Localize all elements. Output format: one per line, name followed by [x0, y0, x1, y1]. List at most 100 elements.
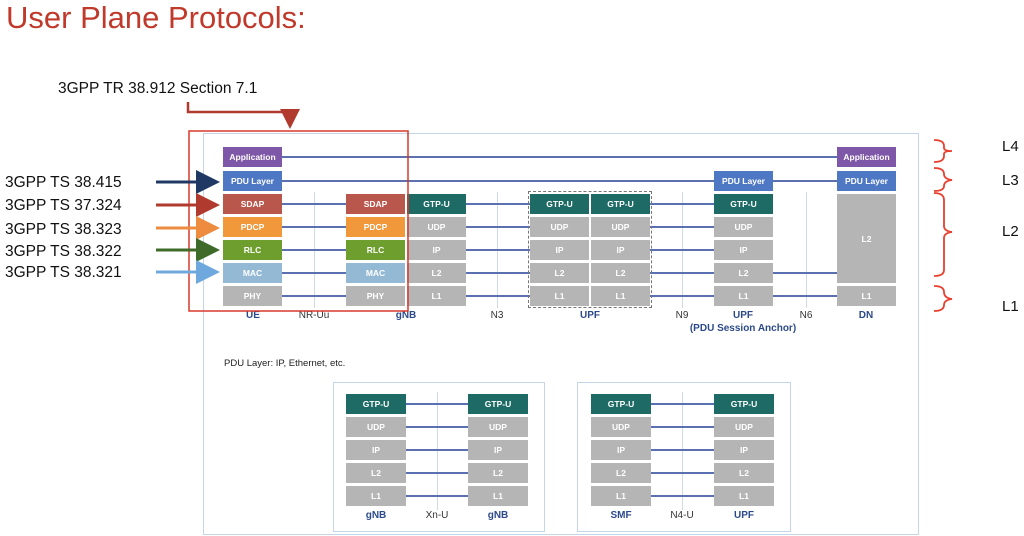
ue-phy-layer: PHY — [223, 286, 282, 306]
xn-peer-line-gtpu — [406, 403, 468, 405]
ue-sdap-layer: SDAP — [223, 194, 282, 214]
upf-udp-layer: UDP — [714, 217, 773, 237]
peer-line-n9-udp — [650, 226, 714, 228]
upf-b-l2-layer: L2 — [591, 263, 650, 283]
guide-n6 — [806, 192, 807, 308]
peer-line-n6-l2 — [773, 272, 837, 274]
xn-peer-line-l1 — [406, 495, 468, 497]
n4-interface-label: N4-U — [670, 510, 694, 521]
xn-right-udp-layer: UDP — [468, 417, 528, 437]
bracket-l2 — [933, 192, 953, 277]
upf-b-ip-layer: IP — [591, 240, 650, 260]
n4-left-l1-layer: L1 — [591, 486, 651, 506]
bracket-l4 — [933, 139, 953, 163]
spec-ref-pdcp-2: 3GPP TS 38.323 — [5, 221, 122, 238]
interface-n6: N6 — [799, 310, 813, 321]
upf-a-l2-layer: L2 — [530, 263, 589, 283]
upf-a-gtpu-layer: GTP-U — [530, 194, 589, 214]
page-title: User Plane Protocols: — [6, 0, 306, 35]
gnb-phy-layer: PHY — [346, 286, 405, 306]
node-label-upf: UPF — [580, 310, 600, 321]
xn-right-gtpu-layer: GTP-U — [468, 394, 528, 414]
n4-peer-line-l1 — [651, 495, 714, 497]
gnb-pdcp-layer: PDCP — [346, 217, 405, 237]
interface-nr-uu: NR-Uu — [298, 310, 330, 321]
n4-left-gtpu-layer: GTP-U — [591, 394, 651, 414]
guide-xn-u — [437, 392, 438, 510]
tr-reference-arrow — [186, 102, 300, 129]
guide-n4-u — [682, 392, 683, 510]
dn-l2-layer: L2 — [837, 194, 896, 283]
spec-ref-mac: 3GPP TS 38.321 — [5, 264, 122, 281]
n4-left-l2-layer: L2 — [591, 463, 651, 483]
n4-peer-line-udp — [651, 426, 714, 428]
interface-n9: N9 — [675, 310, 689, 321]
xn-left-ip-layer: IP — [346, 440, 406, 460]
level-l2: L2 — [1002, 223, 1019, 240]
xn-left-gtpu-layer: GTP-U — [346, 394, 406, 414]
ue-pdcp-layer: PDCP — [223, 217, 282, 237]
n4-peer-line-l2 — [651, 472, 714, 474]
peer-line-phy — [282, 295, 346, 297]
node-label-dn: DN — [858, 310, 874, 321]
xn-right-l2-layer: L2 — [468, 463, 528, 483]
upf-gtpu-layer: GTP-U — [714, 194, 773, 214]
xn-left-l1-layer: L1 — [346, 486, 406, 506]
pdu-layer-note: PDU Layer: IP, Ethernet, etc. — [224, 358, 346, 369]
bracket-l1 — [933, 285, 953, 312]
bracket-l3 — [933, 167, 953, 192]
upf-ip-layer: IP — [714, 240, 773, 260]
peer-line-n9-l1 — [650, 295, 714, 297]
xn-peer-line-l2 — [406, 472, 468, 474]
gnb-gtpu-layer: GTP-U — [407, 194, 466, 214]
n4-node-smf: SMF — [610, 510, 632, 521]
ue-rlc-layer: RLC — [223, 240, 282, 260]
upf-pdu-layer: PDU Layer — [714, 171, 773, 191]
level-l1: L1 — [1002, 298, 1019, 315]
peer-line-n9-ip — [650, 249, 714, 251]
peer-line-n3-l2 — [466, 272, 530, 274]
gnb-sdap-layer: SDAP — [346, 194, 405, 214]
gnb-udp-layer: UDP — [407, 217, 466, 237]
n4-right-ip-layer: IP — [714, 440, 774, 460]
peer-line-n9-gtpu — [650, 203, 714, 205]
upf-b-l1-layer: L1 — [591, 286, 650, 306]
n4-right-l2-layer: L2 — [714, 463, 774, 483]
ue-application-layer: Application — [223, 147, 282, 167]
xn-peer-line-udp — [406, 426, 468, 428]
xn-node-gnb-left: gNB — [365, 510, 387, 521]
spec-ref-rlc: 3GPP TS 38.322 — [5, 243, 122, 260]
peer-line-application — [282, 156, 837, 158]
ue-pdu-layer: PDU Layer — [223, 171, 282, 191]
node-label-gnb: gNB — [395, 310, 417, 321]
n4-node-upf: UPF — [734, 510, 754, 521]
xn-node-gnb-right: gNB — [487, 510, 509, 521]
peer-line-n3-ip — [466, 249, 530, 251]
n4-left-udp-layer: UDP — [591, 417, 651, 437]
spec-ref-sdap: 3GPP TS 38.415 — [5, 174, 122, 191]
n4-right-gtpu-layer: GTP-U — [714, 394, 774, 414]
peer-line-n3-gtpu — [466, 203, 530, 205]
spec-ref-pdcp: 3GPP TS 37.324 — [5, 197, 122, 214]
peer-line-n3-udp — [466, 226, 530, 228]
peer-line-n3-l1 — [466, 295, 530, 297]
peer-line-pdu-ue-upf — [282, 180, 714, 182]
n4-peer-line-ip — [651, 449, 714, 451]
xn-interface-label: Xn-U — [425, 510, 449, 521]
xn-peer-line-ip — [406, 449, 468, 451]
node-label-upf-anchor: UPF — [733, 310, 753, 321]
n4-left-ip-layer: IP — [591, 440, 651, 460]
upf-intermediate-group — [528, 191, 652, 308]
node-label-ue: UE — [246, 310, 260, 321]
upf-a-ip-layer: IP — [530, 240, 589, 260]
tr-reference: 3GPP TR 38.912 Section 7.1 — [58, 80, 258, 97]
xn-right-l1-layer: L1 — [468, 486, 528, 506]
gnb-l1-layer: L1 — [407, 286, 466, 306]
upf-a-l1-layer: L1 — [530, 286, 589, 306]
gnb-mac-layer: MAC — [346, 263, 405, 283]
gnb-l2-layer: L2 — [407, 263, 466, 283]
upf-b-udp-layer: UDP — [591, 217, 650, 237]
peer-line-mac — [282, 272, 346, 274]
n4-peer-line-gtpu — [651, 403, 714, 405]
gnb-ip-layer: IP — [407, 240, 466, 260]
